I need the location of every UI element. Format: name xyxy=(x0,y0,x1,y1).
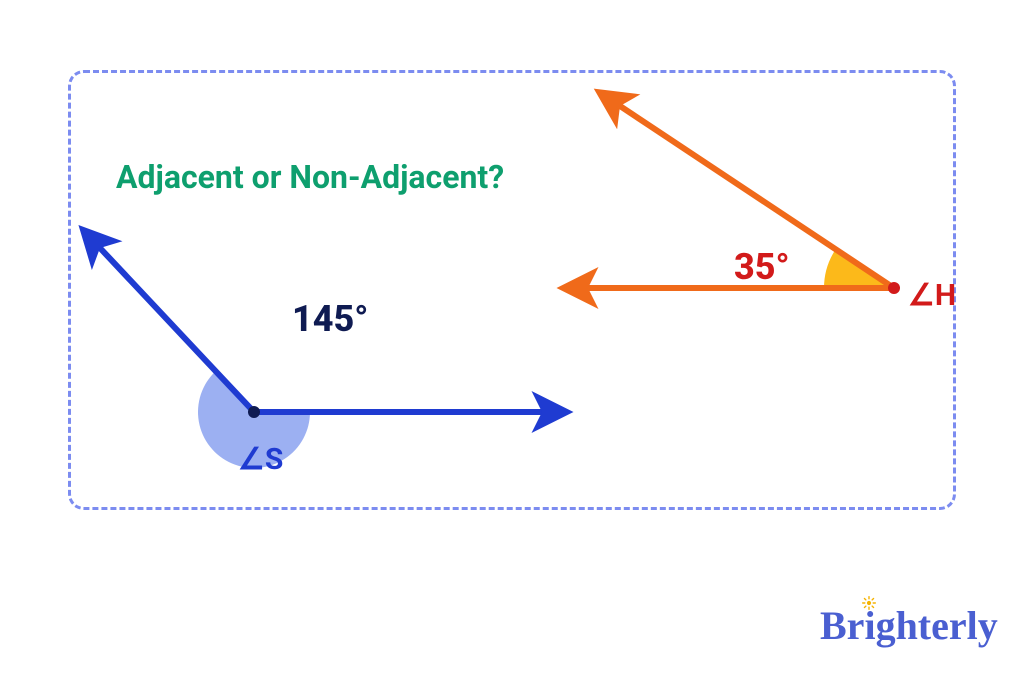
angle-h-label: ∠H xyxy=(908,278,956,313)
angle-h-value: 35° xyxy=(734,246,790,288)
sun-icon xyxy=(862,596,876,610)
brighterly-logo: Brighterly xyxy=(820,602,998,649)
angle-s-value: 145° xyxy=(292,298,368,340)
question-title: Adjacent or Non-Adjacent? xyxy=(116,158,504,196)
logo-i: i xyxy=(864,602,875,649)
logo-part-2: ghterly xyxy=(876,603,998,648)
angle-s-label: ∠S xyxy=(238,442,283,477)
logo-part-1: Br xyxy=(820,603,864,648)
